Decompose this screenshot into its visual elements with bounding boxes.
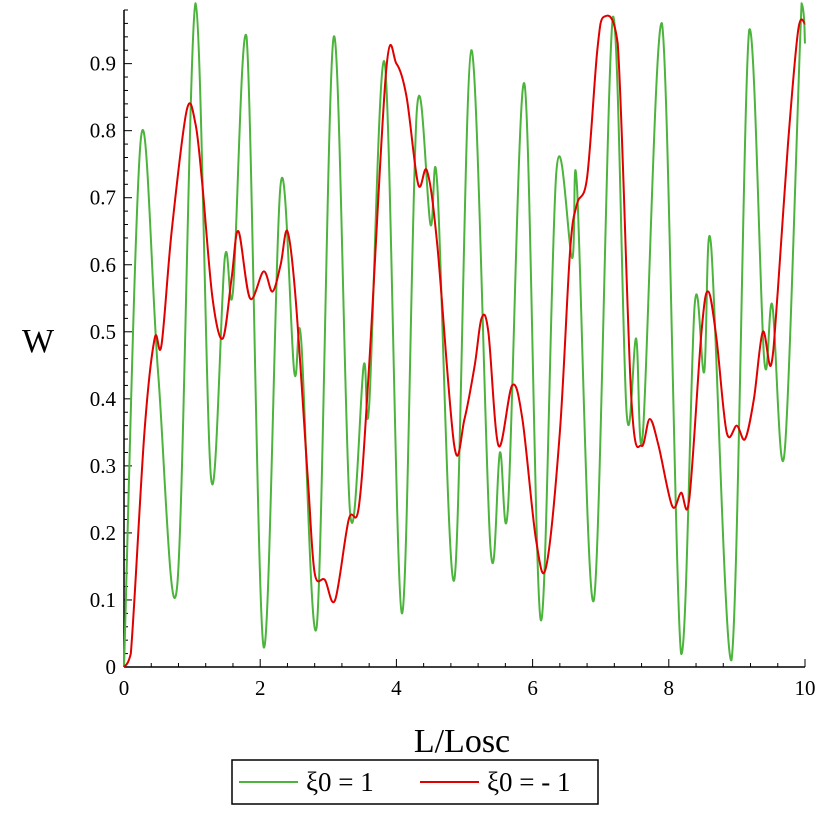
x-axis-title: L/Losc	[414, 723, 510, 760]
series-line-2	[123, 14, 806, 668]
y-tick-label: 0.6	[90, 253, 116, 277]
y-tick-label: 0.7	[90, 186, 116, 210]
y-tick-label: 0.2	[90, 521, 116, 545]
x-tick-label: 4	[391, 676, 402, 700]
y-tick-label: 0.1	[90, 588, 116, 612]
x-tick-label: 6	[527, 676, 538, 700]
x-tick-label: 8	[664, 676, 675, 700]
series-line-1	[123, 2, 806, 668]
y-tick-label: 0	[106, 655, 117, 679]
x-tick-label: 10	[795, 676, 816, 700]
legend: ξ0 = 1 ξ0 = - 1	[231, 759, 599, 805]
y-axis-title: W	[22, 323, 55, 360]
series-layer	[123, 2, 806, 668]
x-tick-label: 0	[119, 676, 130, 700]
legend-label-series-2: ξ0 = - 1	[487, 767, 571, 797]
y-tick-label: 0.4	[90, 387, 117, 411]
y-tick-label: 0.9	[90, 52, 116, 76]
x-tick-label: 2	[255, 676, 266, 700]
legend-label-series-1: ξ0 = 1	[306, 767, 374, 797]
y-tick-label: 0.3	[90, 454, 116, 478]
axes: 0 2 4 6 8 10 0 0.1 0.2 0.3 0.4 0.5 0.6 0.7 0.8 0.9	[90, 9, 816, 700]
y-tick-label: 0.8	[90, 119, 116, 143]
y-tick-label: 0.5	[90, 320, 116, 344]
